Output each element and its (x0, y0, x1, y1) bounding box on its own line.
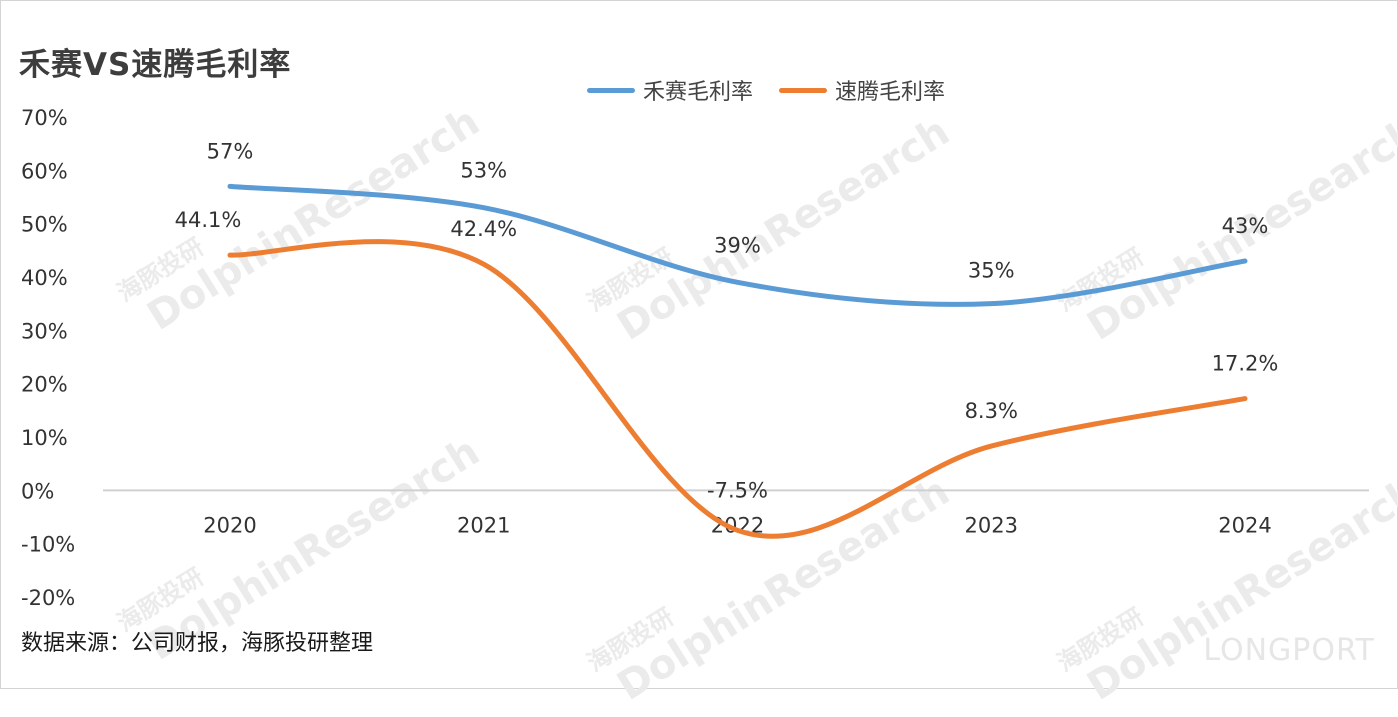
data-label: 57% (207, 139, 254, 163)
x-tick-label: 2024 (1218, 513, 1271, 537)
x-tick-label: 2023 (965, 513, 1018, 537)
legend-swatch (587, 87, 635, 93)
y-tick-label: 40% (21, 266, 68, 290)
brand-logo: LONGPORT (1203, 633, 1375, 668)
series-line-1 (227, 239, 1248, 539)
data-label: 35% (968, 259, 1015, 283)
data-label: 17.2% (1212, 352, 1279, 376)
y-tick-label: 60% (21, 159, 68, 183)
data-label: 53% (460, 159, 507, 183)
line-chart: 70% 60% 50% 40% 30% 20% 10% 0% -10% -20% 2020 2021 2… (21, 106, 1369, 610)
legend-label: 速腾毛利率 (835, 80, 946, 105)
legend-label: 禾赛毛利率 (643, 80, 754, 105)
legend-item-robosense: 速腾毛利率 (779, 74, 945, 106)
series-line-0 (227, 183, 1248, 307)
data-label: 8.3% (965, 399, 1018, 423)
legend-item-hesai: 禾赛毛利率 (587, 74, 753, 106)
x-tick-label: 2020 (203, 513, 256, 537)
source-note: 数据来源：公司财报，海豚投研整理 (21, 631, 374, 656)
legend-swatch (779, 87, 828, 93)
data-label: -7.5% (707, 478, 768, 502)
y-tick-label: 20% (21, 373, 68, 397)
data-label: 43% (1222, 214, 1269, 238)
y-tick-label: 10% (21, 426, 68, 450)
x-tick-label: 2021 (457, 513, 510, 537)
data-label: 42.4% (450, 217, 517, 241)
chart-title: 禾赛VS速腾毛利率 (19, 47, 292, 83)
y-tick-label: 0% (21, 479, 54, 503)
y-tick-label: 70% (21, 106, 68, 130)
y-tick-label: 50% (21, 213, 68, 237)
data-label: 44.1% (175, 208, 242, 232)
y-tick-label: -10% (21, 533, 75, 557)
chart-legend: 禾赛毛利率 速腾毛利率 (587, 74, 945, 106)
data-label: 39% (714, 233, 761, 257)
y-tick-label: -20% (21, 586, 75, 610)
y-tick-label: 30% (21, 319, 68, 343)
